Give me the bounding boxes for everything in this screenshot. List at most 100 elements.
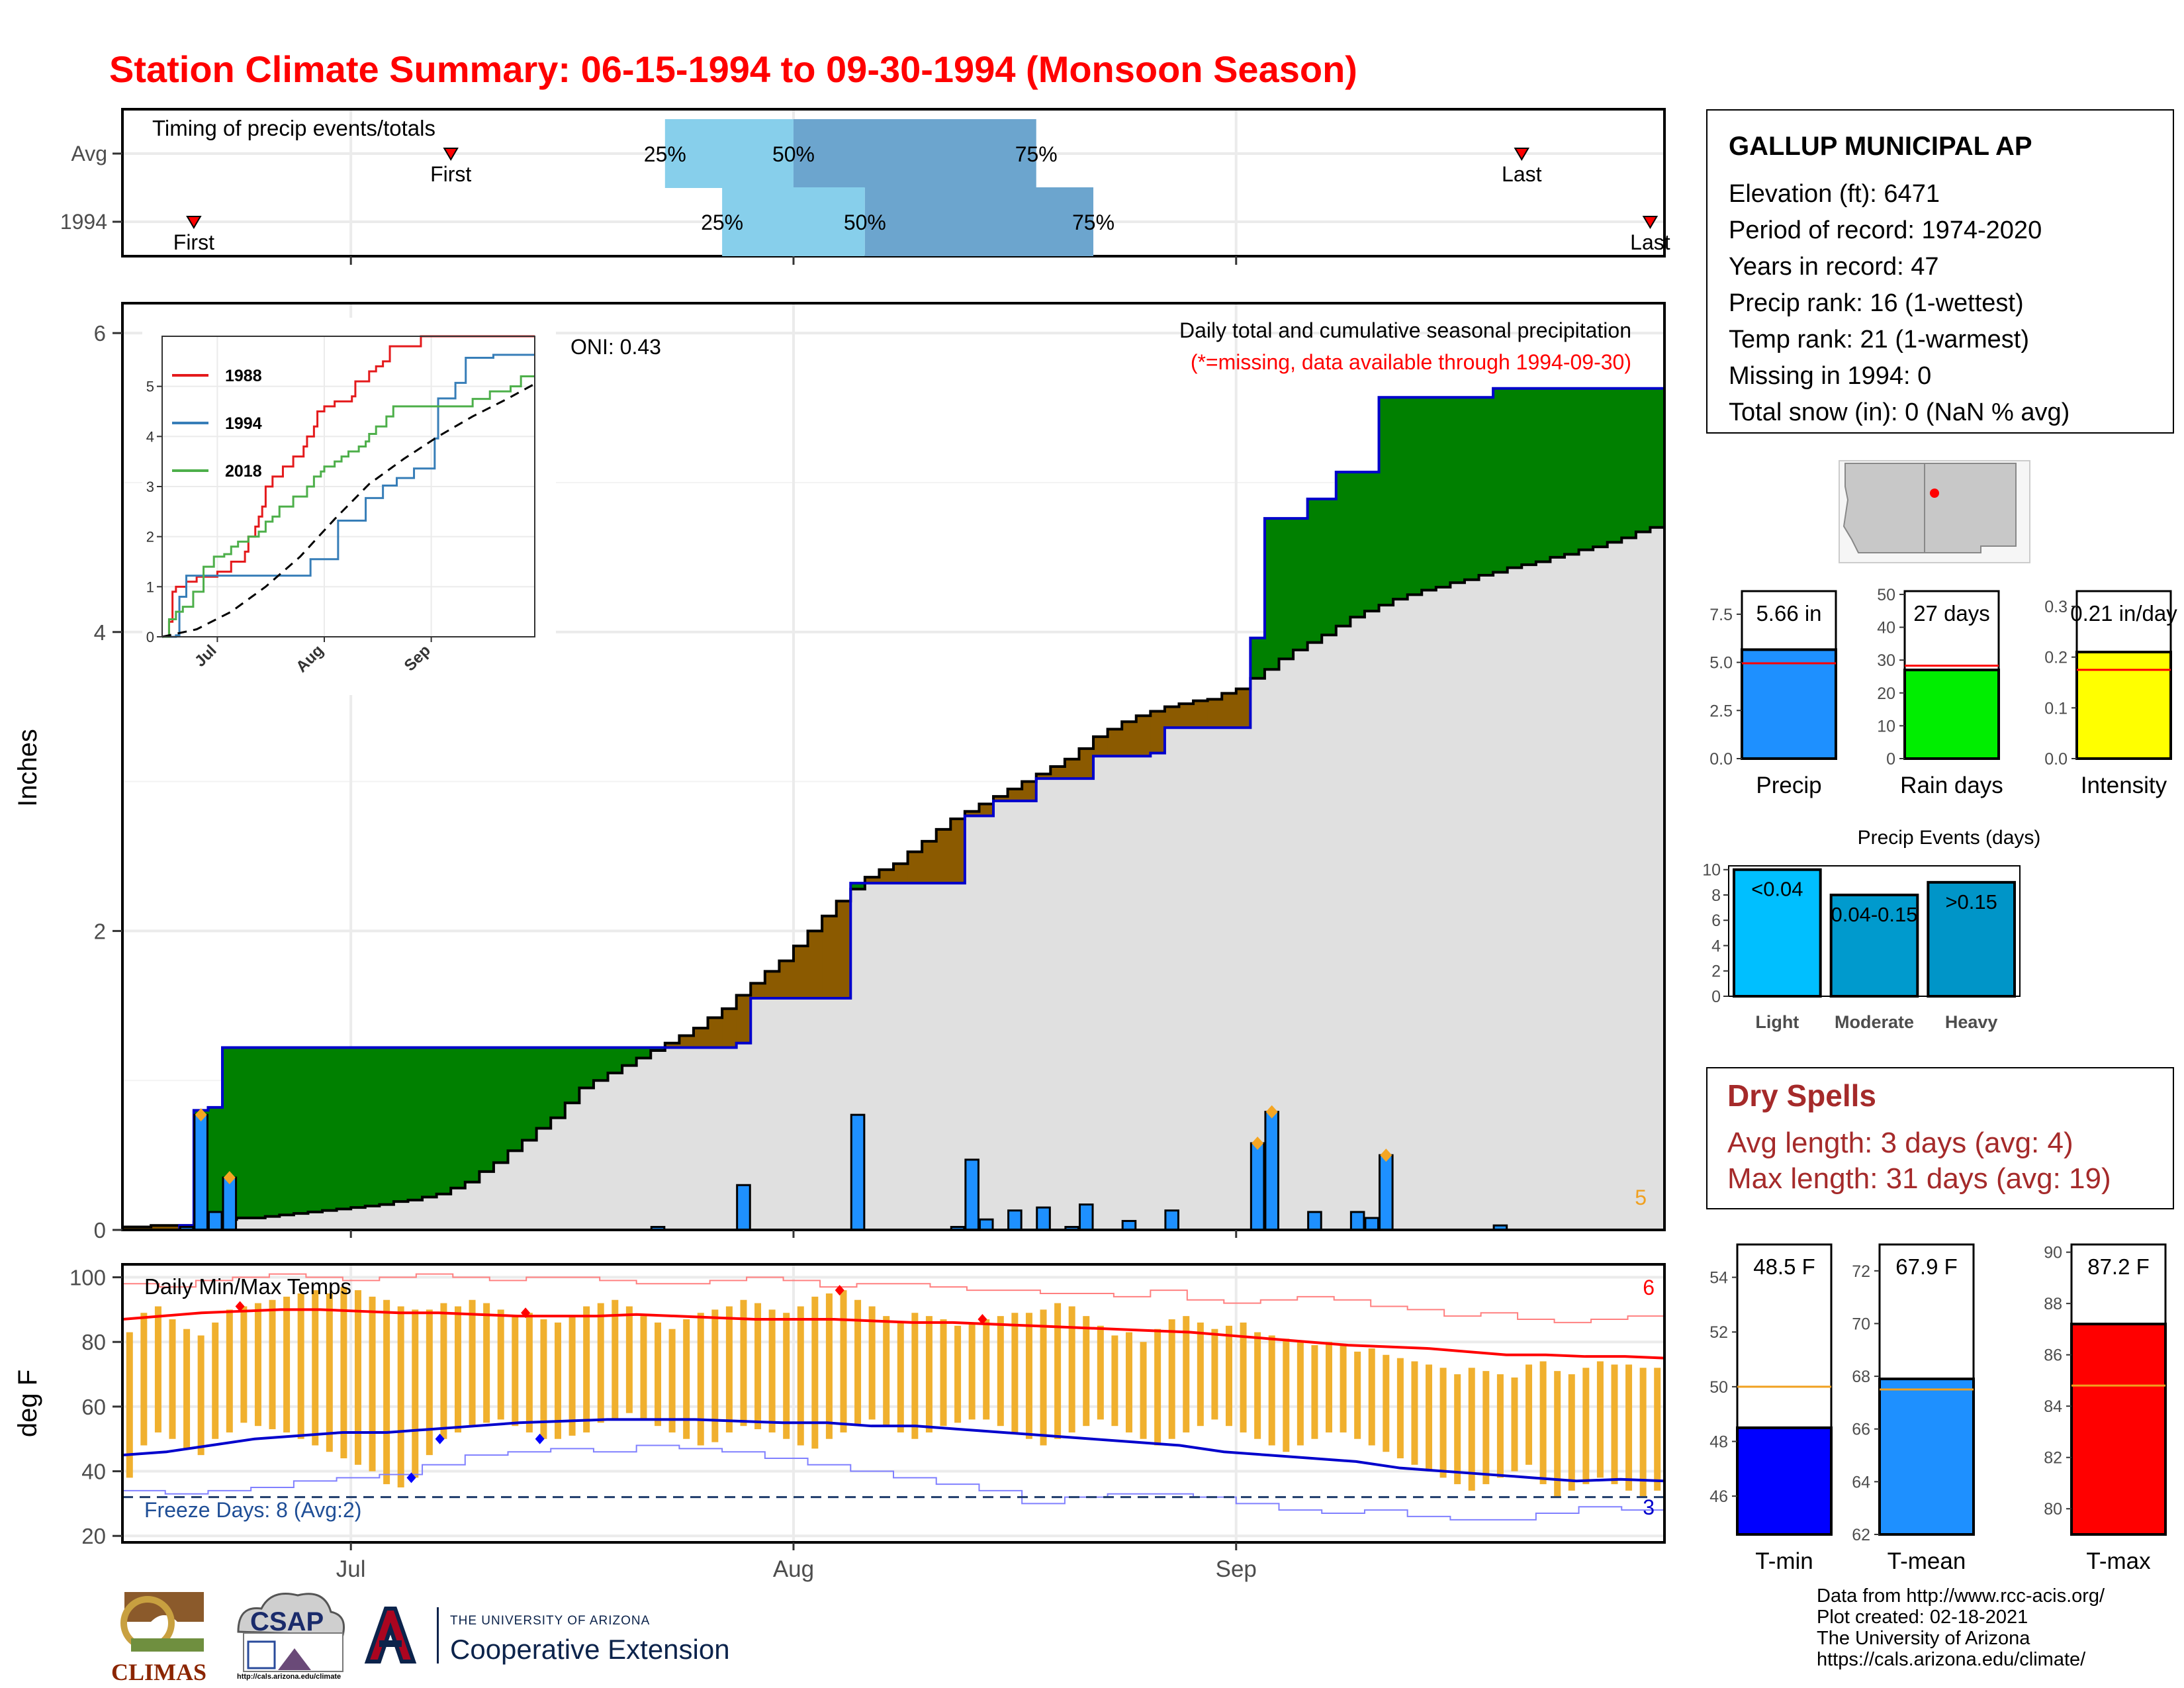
above-average-area [1479, 397, 1494, 575]
daily-temp-bar [925, 1316, 933, 1432]
daily-temp-bar [254, 1303, 261, 1427]
daily-temp-bar [1396, 1358, 1404, 1459]
daily-temp-bar [1097, 1325, 1104, 1420]
credit-url: https://cals.arizona.edu/climate/ [1817, 1649, 2086, 1670]
daily-temp-bar [1240, 1322, 1247, 1432]
inset-y-tick-label: 0 [146, 629, 154, 645]
daily-temp-bar [825, 1293, 833, 1439]
last-event-marker [1642, 216, 1659, 229]
above-average-area [1279, 518, 1294, 659]
daily-temp-bar [469, 1299, 476, 1427]
below-average-area [136, 1227, 152, 1230]
below-average-area [822, 915, 837, 998]
above-average-area [1264, 518, 1280, 670]
daily-temp-bar [783, 1313, 790, 1439]
below-average-area [807, 931, 823, 998]
daily-temp-bar [1539, 1361, 1547, 1485]
inset-y-tick-label: 3 [146, 479, 154, 495]
temp-count-top: 6 [1643, 1276, 1655, 1299]
below-average-area [1193, 700, 1208, 728]
inset-average-line [161, 383, 535, 638]
extreme-precip-marker [195, 1108, 207, 1122]
credit-data-source: Data from http://www.rcc-acis.org/ [1817, 1585, 2105, 1607]
daily-temp-bar [512, 1316, 519, 1427]
above-average-area [322, 1047, 338, 1211]
inset-legend-label: 1994 [225, 414, 262, 433]
first-event-marker [443, 148, 459, 161]
daily-temp-bar [1639, 1368, 1647, 1497]
daily-temp-bar [497, 1309, 504, 1420]
station-name: GALLUP MUNICIPAL AP [1729, 132, 2032, 161]
inset-background [142, 318, 556, 695]
record-low-marker [435, 1433, 445, 1444]
precip-y-tick-label: 2 [94, 919, 106, 943]
climas-logo-text: CLIMAS [111, 1659, 207, 1685]
timing-row-label: 1994 [60, 210, 107, 234]
precip-frame [121, 302, 1666, 1231]
daily-temp-bar [1611, 1364, 1618, 1485]
daily-temp-bar [1054, 1303, 1062, 1439]
temp-x-tick-label: Aug [773, 1556, 814, 1582]
below-average-area [1179, 704, 1194, 728]
daily-temp-bar [1211, 1329, 1218, 1420]
above-average-area [1393, 397, 1408, 600]
below-average-area [664, 1043, 680, 1048]
state-map [1839, 460, 2030, 563]
daily-temp-bar [1354, 1351, 1361, 1439]
above-average-area [1250, 637, 1265, 679]
daily-temp-bar [1468, 1368, 1475, 1491]
temp-y-tick-label: 100 [69, 1266, 106, 1290]
timing-p25-label: 25% [644, 142, 686, 166]
daily-temp-bar [1297, 1342, 1304, 1446]
daily-temp-bar [1525, 1364, 1533, 1465]
climas-logo-mark [120, 1592, 204, 1652]
above-average-area [436, 1047, 451, 1194]
daily-temp-bar [1168, 1319, 1175, 1439]
extreme-precip-marker [1251, 1137, 1264, 1150]
timing-bar-upper [864, 187, 1094, 256]
inset-y-tick-label: 4 [146, 428, 154, 445]
daily-temp-bar [597, 1303, 604, 1423]
daily-temp-bar [1496, 1374, 1504, 1478]
logo-csap: CSAP http://cals.arizona.edu/climate [232, 1585, 351, 1685]
daily-temp-bar [954, 1325, 962, 1423]
above-average-area [1507, 388, 1522, 568]
daily-temp-bar [1311, 1345, 1318, 1439]
below-average-area [1136, 716, 1151, 757]
below-average-area [979, 804, 994, 816]
daily-temp-bar [1154, 1329, 1161, 1446]
daily-temp-bar [1582, 1368, 1590, 1485]
below-average-area [751, 983, 766, 998]
above-average-area [1293, 518, 1308, 650]
record-low-marker [406, 1472, 416, 1483]
daily-temp-bar [312, 1290, 319, 1446]
daily-temp-bar [854, 1299, 862, 1427]
above-average-area [1336, 472, 1351, 626]
daily-temp-bar [183, 1329, 191, 1449]
above-average-area [351, 1047, 366, 1208]
above-average-area [465, 1047, 480, 1182]
below-average-area [836, 901, 851, 998]
below-average-area [893, 863, 909, 884]
below-average-area [779, 961, 794, 998]
inset-legend-label: 2018 [225, 462, 262, 481]
above-average-area [608, 1047, 623, 1073]
daily-temp-bar [197, 1335, 205, 1456]
daily-temp-bar [897, 1322, 904, 1432]
avg-max-line [122, 1308, 1665, 1360]
above-average-area [493, 1047, 509, 1163]
below-average-area [1107, 729, 1122, 757]
daily-temp-bar [583, 1306, 590, 1432]
daily-temp-bar [426, 1309, 433, 1456]
daily-temp-bar [226, 1309, 233, 1432]
timing-p75-label: 75% [1072, 211, 1115, 234]
daily-temp-bar [1197, 1322, 1204, 1427]
obs-cumulative-line [122, 387, 1664, 1231]
station-temp-rank: Temp rank: 21 (1-warmest) [1729, 326, 2030, 353]
above-average-area [279, 1047, 295, 1215]
daily-temp-bar [140, 1313, 148, 1446]
above-average-area [1307, 498, 1322, 643]
precip-y-label: Inches [13, 729, 42, 807]
daily-temp-bar [1040, 1309, 1047, 1446]
